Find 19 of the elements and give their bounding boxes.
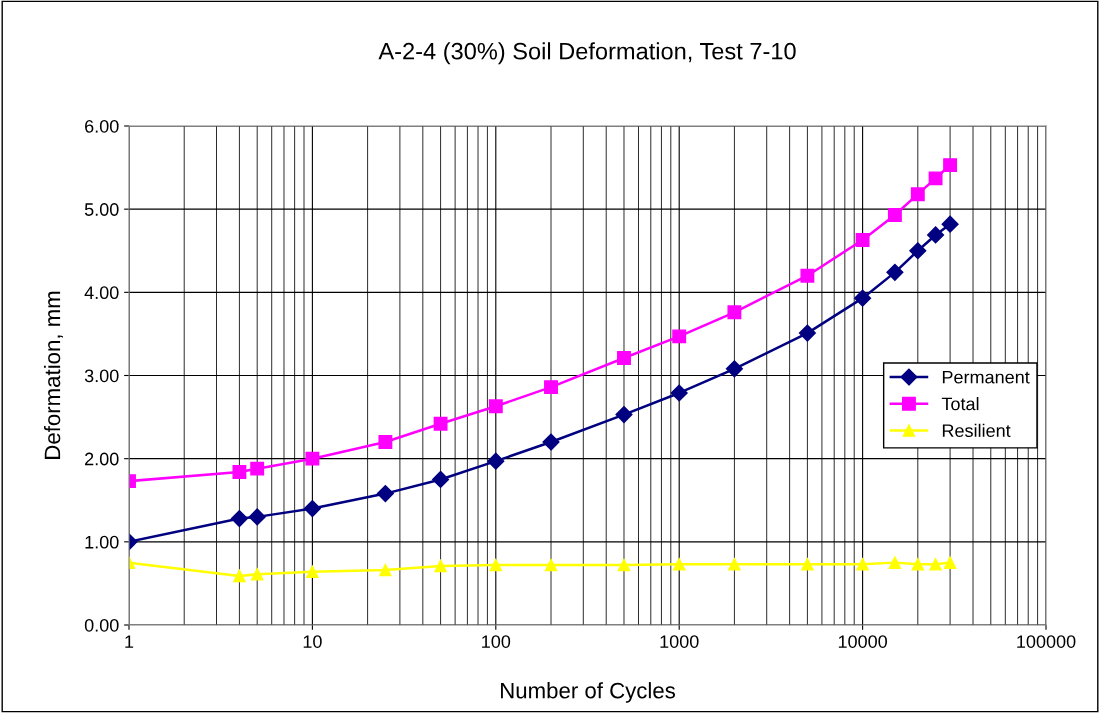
legend-label: Permanent	[942, 370, 1030, 384]
y-tick-label: 0.00	[84, 618, 119, 632]
x-tick-label: 10000	[838, 635, 887, 648]
chart-title: A-2-4 (30%) Soil Deformation, Test 7-10	[378, 42, 796, 65]
y-tick-label: 3.00	[84, 369, 119, 383]
y-tick-label: 1.00	[85, 535, 119, 549]
x-tick-label: 100	[482, 635, 511, 648]
y-axis-title: Deformation, mm	[43, 291, 63, 459]
x-tick-label: 100000	[1017, 635, 1076, 648]
x-tick-label: 10	[303, 635, 322, 648]
y-tick-label: 6.00	[85, 119, 119, 133]
y-tick-label: 4.00	[84, 286, 119, 300]
y-tick-label: 5.00	[84, 203, 119, 216]
x-tick-label: 1	[125, 635, 134, 648]
x-axis-title: Number of Cycles	[501, 682, 675, 703]
x-tick-label: 1000	[660, 635, 699, 648]
legend-label: Resilient	[942, 423, 1011, 438]
y-tick-label: 2.00	[85, 452, 119, 466]
legend-label: Total	[941, 397, 979, 411]
